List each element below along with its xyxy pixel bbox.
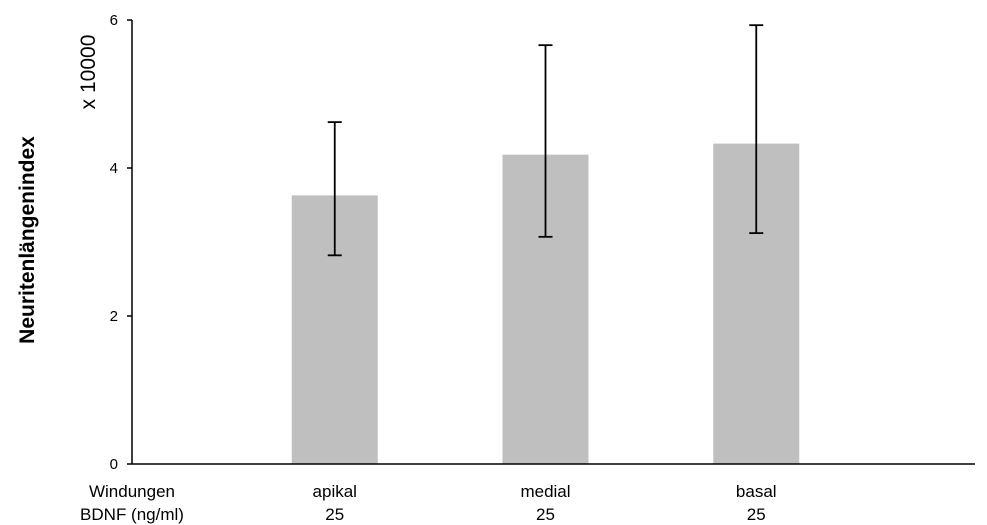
error-bar-basal	[749, 24, 764, 235]
y-axis: 0 2 4 6	[110, 12, 132, 473]
category-labels: apikal 25 medial 25 basal 25	[313, 482, 777, 524]
bdnf-value-apikal: 25	[325, 505, 344, 524]
y-multiplier-label: x 10000	[77, 35, 100, 110]
error-bar-apikal	[327, 121, 342, 257]
category-label-apikal: apikal	[313, 482, 357, 501]
category-label-basal: basal	[736, 482, 777, 501]
error-bars	[327, 24, 764, 257]
row-label-bdnf: BDNF (ng/ml)	[80, 505, 184, 524]
y-tick-label: 4	[110, 160, 118, 177]
y-axis-label: Neuritenlängenindex	[16, 136, 39, 344]
y-tick-label: 6	[110, 12, 118, 29]
y-tick-label: 2	[110, 308, 118, 325]
error-bar-medial	[538, 44, 553, 238]
category-label-medial: medial	[520, 482, 570, 501]
y-tick-label: 0	[110, 456, 118, 473]
row-label-windungen: Windungen	[89, 482, 175, 501]
bdnf-value-medial: 25	[536, 505, 555, 524]
bdnf-value-basal: 25	[747, 505, 766, 524]
